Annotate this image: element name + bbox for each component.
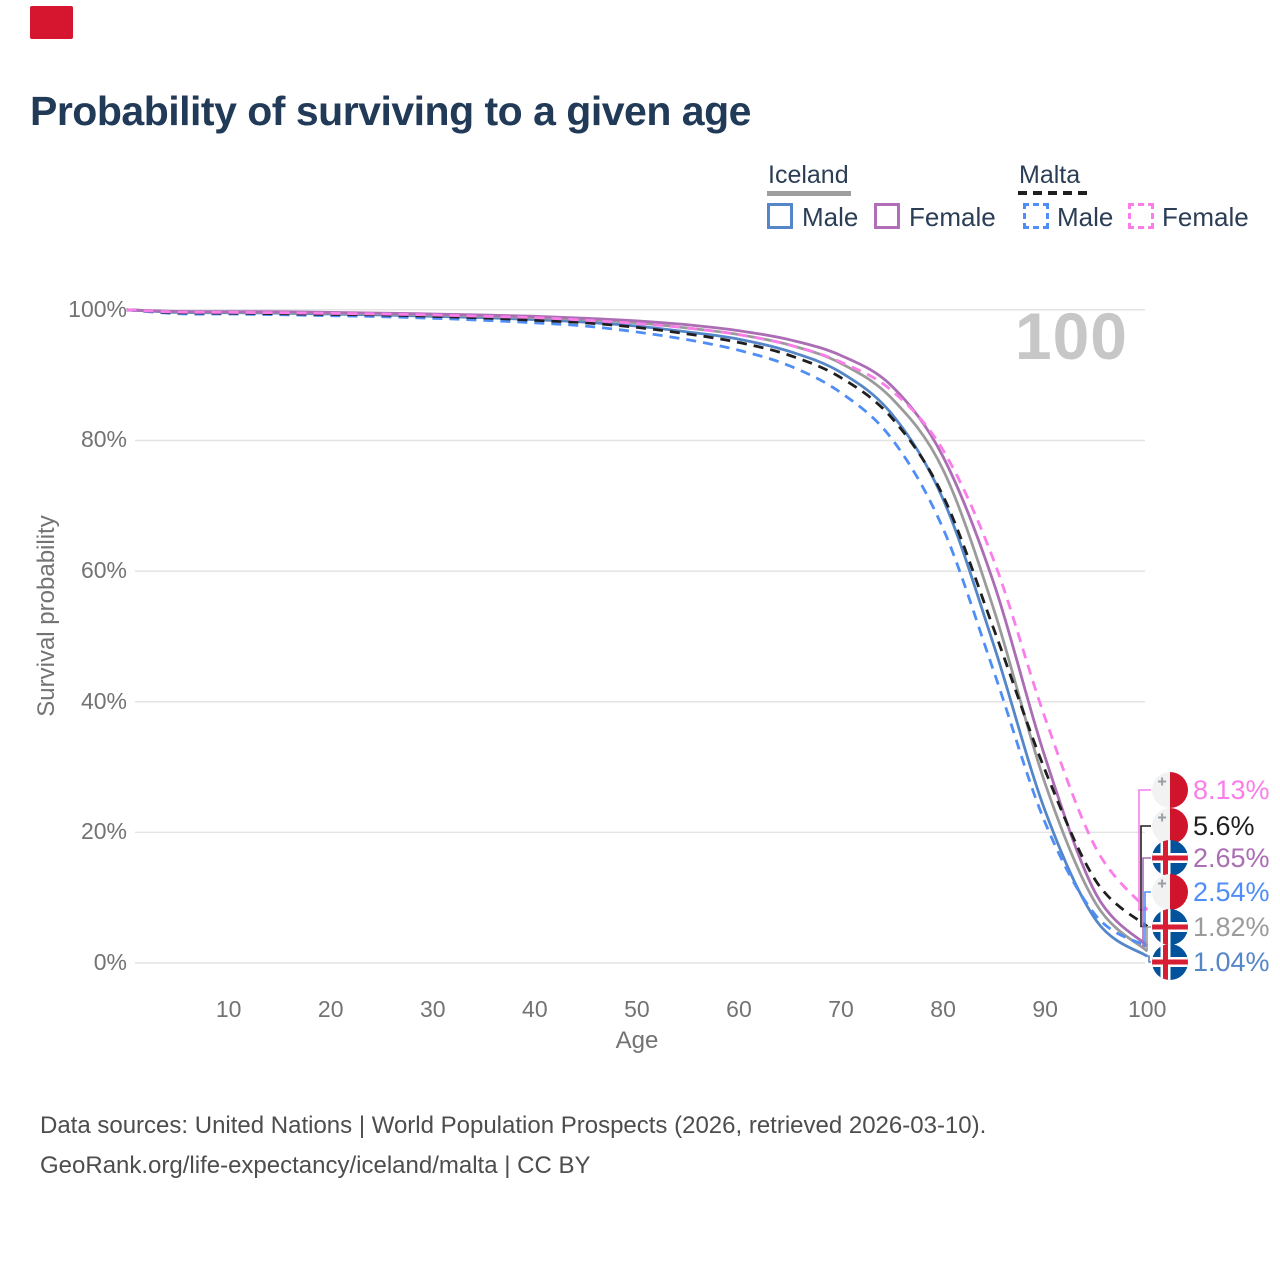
chart-title: Probability of surviving to a given age <box>30 88 751 134</box>
legend-swatch-iceland-female[interactable] <box>874 203 900 229</box>
curve-malta_female <box>126 308 1149 911</box>
action-marker <box>30 6 73 39</box>
malta-flag <box>1152 874 1188 910</box>
end-label-connector <box>1140 825 1151 928</box>
end-value-iceland_male: 1.04% <box>1193 947 1270 977</box>
legend-dashed-line-sample <box>1018 191 1087 195</box>
legend-group-malta: Malta <box>1019 161 1081 189</box>
plot-area <box>126 308 1151 964</box>
hover-age-watermark: 100 <box>1014 299 1128 373</box>
y-tick-label: 20% <box>80 818 127 845</box>
legend-item-iceland-male[interactable]: Male <box>802 202 859 232</box>
footer: Data sources: United Nations | World Pop… <box>40 1106 986 1186</box>
y-axis-title: Survival probability <box>33 515 60 717</box>
end-value-malta_female: 8.13% <box>1193 775 1270 805</box>
curve-malta_male <box>126 308 1148 948</box>
attribution-line: GeoRank.org/life-expectancy/iceland/malt… <box>40 1152 591 1179</box>
x-tick-label: 10 <box>215 996 242 1022</box>
iceland-flag-icon <box>1152 909 1188 945</box>
y-tick-label: 80% <box>80 426 127 453</box>
x-tick-label: 80 <box>930 996 956 1022</box>
end-value-iceland_female: 2.65% <box>1193 843 1270 873</box>
x-tick-label: 20 <box>317 996 344 1022</box>
x-tick-label: 30 <box>419 996 446 1022</box>
legend-item-iceland-female[interactable]: Female <box>909 202 996 232</box>
end-value-malta_total: 5.6% <box>1193 811 1255 841</box>
iceland-flag-icon <box>1152 944 1188 980</box>
malta-flag-icon <box>1152 874 1188 910</box>
legend-item-malta-female[interactable]: Female <box>1162 202 1249 232</box>
iceland-flag <box>1152 909 1188 945</box>
legend-swatch-iceland-male[interactable] <box>767 203 793 229</box>
end-value-malta_male: 2.54% <box>1193 877 1270 907</box>
iceland-flag <box>1152 944 1188 980</box>
x-tick-label: 50 <box>624 996 650 1022</box>
data-source-line: Data sources: United Nations | World Pop… <box>40 1112 987 1139</box>
y-tick-label: 100% <box>68 295 127 322</box>
y-tick-label: 0% <box>93 949 127 975</box>
legend-solid-line-sample <box>767 191 851 196</box>
iceland-flag-icon <box>1152 840 1188 876</box>
y-tick-label: 60% <box>80 557 127 584</box>
end-label-connector <box>1147 955 1151 963</box>
malta-flag-icon <box>1152 772 1188 808</box>
x-tick-label: 60 <box>726 996 752 1022</box>
curve-malta_total <box>126 308 1149 928</box>
x-tick-label: 70 <box>828 996 854 1022</box>
y-tick-label: 40% <box>80 687 127 714</box>
malta-flag-icon <box>1152 808 1188 844</box>
x-tick-label: 100 <box>1128 996 1167 1022</box>
malta-flag <box>1152 772 1188 808</box>
iceland-flag <box>1152 840 1188 876</box>
x-axis-title: Age <box>615 1027 659 1054</box>
legend-swatch-malta-female[interactable] <box>1128 203 1154 229</box>
x-tick-label: 40 <box>522 996 548 1022</box>
legend-item-malta-male[interactable]: Male <box>1057 202 1114 232</box>
end-label-connector <box>1146 926 1151 952</box>
legend-swatch-malta-male[interactable] <box>1023 203 1049 229</box>
end-value-iceland_total: 1.82% <box>1193 912 1270 942</box>
legend-group-iceland: Iceland <box>768 161 849 189</box>
x-tick-label: 90 <box>1032 996 1058 1022</box>
end-label-connector <box>1144 891 1151 948</box>
malta-flag <box>1152 808 1188 844</box>
